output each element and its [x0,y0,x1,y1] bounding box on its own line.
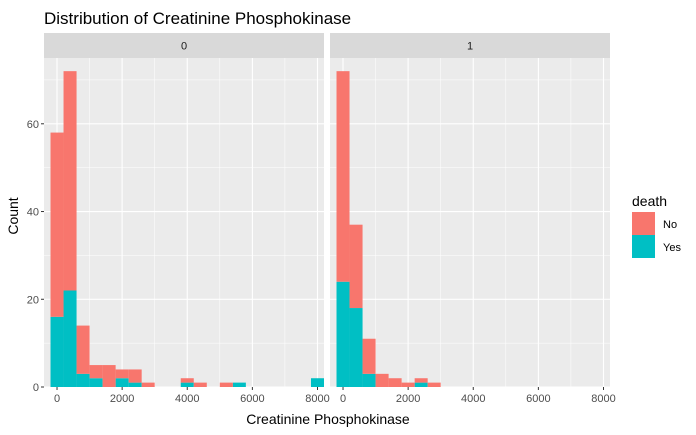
histogram-bar-no [336,71,350,282]
histogram-bar-yes [362,373,376,387]
histogram-bar-no [193,382,207,387]
facet-strip-label: 0 [181,41,187,53]
histogram-bar-yes [232,382,246,387]
legend-title: death [632,193,667,209]
histogram-bar-yes [310,378,324,387]
legend-swatch-no [632,212,655,235]
histogram-bar-no [128,369,142,383]
x-tick-label: 6000 [240,393,264,405]
legend-label-yes: Yes [663,242,681,254]
histogram-bar-no [375,373,389,387]
x-axis-title: Creatinine Phosphokinase [246,411,410,427]
histogram-bar-yes [50,316,64,387]
histogram-bar-no [102,365,116,387]
facet-panels: 0 0 2000 4000 6000 8000 0 20 40 60 1 0 2000 4000 6000 8… [27,33,616,405]
legend-label-no: No [663,219,677,231]
y-axis-title: Count [5,197,21,234]
histogram-bar-yes [115,378,129,387]
histogram-bar-yes [128,382,142,387]
histogram-bar-no [63,71,77,291]
histogram-bar-no [180,378,194,383]
histogram-bar-yes [89,378,103,387]
x-tick-label: 0 [340,393,346,405]
legend: death No Yes [632,193,681,258]
histogram-bar-yes [76,373,90,387]
legend-swatch-yes [632,235,655,258]
x-tick-label: 2000 [110,393,134,405]
histogram-bar-no [219,382,233,387]
histogram-bar-no [141,382,155,387]
x-tick-label: 2000 [396,393,420,405]
histogram-bar-no [349,224,363,309]
facet-strip-label: 1 [467,41,473,53]
histogram-bar-no [50,132,64,317]
histogram-bar-no [414,378,428,383]
histogram-bar-no [115,369,129,379]
histogram-bar-no [401,382,415,387]
histogram-bar-no [362,338,376,374]
histogram-bar-yes [63,290,77,387]
histogram-bar-no [89,365,103,379]
y-tick-label: 0 [33,382,39,394]
histogram-bar-yes [349,308,363,387]
facet-panel-0: 0 0 2000 4000 6000 8000 0 20 40 60 [27,33,330,405]
facet-panel-1: 1 0 2000 4000 6000 8000 [330,33,616,405]
panel-background [330,58,610,387]
y-tick-label: 60 [27,119,39,131]
x-tick-label: 0 [54,393,60,405]
x-tick-label: 8000 [591,393,615,405]
panel-background [44,58,324,387]
histogram-bar-no [427,382,441,387]
chart-title: Distribution of Creatinine Phosphokinase [44,9,351,28]
histogram-bar-yes [414,382,428,387]
histogram-bar-yes [180,382,194,387]
x-tick-label: 6000 [526,393,550,405]
x-tick-label: 4000 [461,393,485,405]
histogram-bar-yes [336,281,350,387]
x-tick-label: 4000 [175,393,199,405]
histogram-bar-no [388,378,402,387]
facet-strip [44,33,324,58]
y-tick-label: 20 [27,294,39,306]
y-tick-label: 40 [27,207,39,219]
histogram-bar-no [76,325,90,374]
facet-strip [330,33,610,58]
x-tick-label: 8000 [305,393,329,405]
